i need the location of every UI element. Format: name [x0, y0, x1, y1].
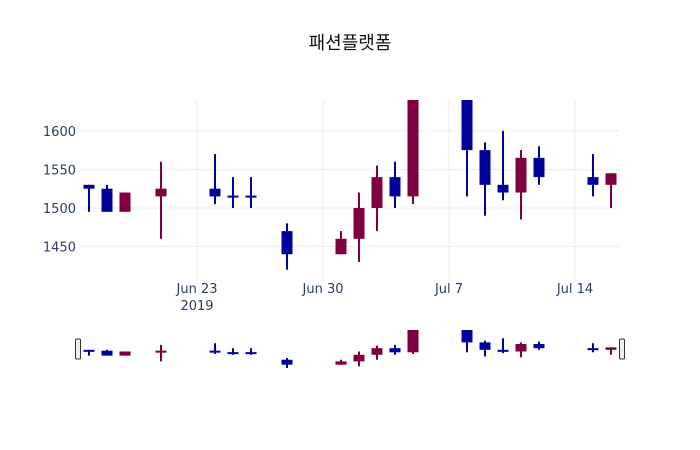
- slider-candle-body: [587, 348, 599, 351]
- candle-body: [209, 188, 221, 197]
- x-tick-label: Jun 30: [302, 282, 344, 297]
- y-tick-label: 1550: [43, 163, 76, 178]
- slider-candle-body: [335, 361, 347, 365]
- x-tick-label: Jun 23: [176, 282, 218, 297]
- x-tick-year-label: 2019: [180, 299, 213, 314]
- candle-body: [83, 184, 95, 189]
- slider-candle-body: [479, 342, 491, 350]
- slider-candle-body: [83, 349, 95, 352]
- range-slider[interactable]: [75, 330, 625, 368]
- grid: [80, 100, 620, 282]
- candle-body: [515, 157, 527, 193]
- candle-body: [605, 173, 617, 185]
- candle-body: [371, 177, 383, 208]
- x-tick-label: Jul 14: [556, 282, 593, 297]
- slider-candle-body: [353, 354, 365, 362]
- x-tick-label: Jul 7: [434, 282, 463, 297]
- candle-body: [245, 195, 257, 198]
- slider-candle-body: [389, 348, 401, 353]
- candle-body: [407, 100, 419, 197]
- slider-candle-body: [515, 344, 527, 352]
- y-tick-label: 1600: [43, 125, 76, 140]
- candle-body: [281, 231, 293, 255]
- y-axis: 1450 1500 1550 1600: [43, 125, 76, 256]
- slider-candle-body: [533, 344, 545, 349]
- slider-candle-body: [209, 350, 221, 353]
- slider-candle-body: [155, 350, 167, 353]
- candle-body: [227, 195, 239, 198]
- candle-body: [479, 150, 491, 185]
- slider-candle-body: [407, 330, 419, 353]
- y-tick-label: 1500: [43, 202, 76, 217]
- slider-candle-body: [461, 330, 473, 343]
- slider-candle-body: [227, 352, 239, 355]
- range-slider-right-handle[interactable]: [619, 338, 625, 360]
- slider-candle-body: [245, 352, 257, 355]
- range-slider-left-handle[interactable]: [75, 338, 81, 360]
- candle-body: [353, 207, 365, 239]
- candle-body: [101, 188, 113, 212]
- candles: [83, 100, 617, 270]
- x-axis: Jun 23 2019 Jun 30 Jul 7 Jul 14: [176, 282, 594, 314]
- slider-candle-body: [371, 348, 383, 355]
- candle-body: [119, 192, 131, 212]
- slider-candle-body: [497, 349, 509, 352]
- candle-body: [497, 184, 509, 193]
- slider-candle-body: [119, 351, 131, 356]
- candle-body: [335, 238, 347, 255]
- slider-candle-body: [605, 347, 617, 350]
- slider-candle-body: [281, 359, 293, 365]
- candle-body: [533, 157, 545, 178]
- chart-title: 패션플랫폼: [309, 33, 392, 54]
- candle-body: [389, 177, 401, 197]
- candle-body: [461, 100, 473, 151]
- y-tick-label: 1450: [43, 241, 76, 256]
- slider-candle-body: [101, 350, 113, 356]
- candle-body: [155, 188, 167, 197]
- candle-body: [587, 177, 599, 185]
